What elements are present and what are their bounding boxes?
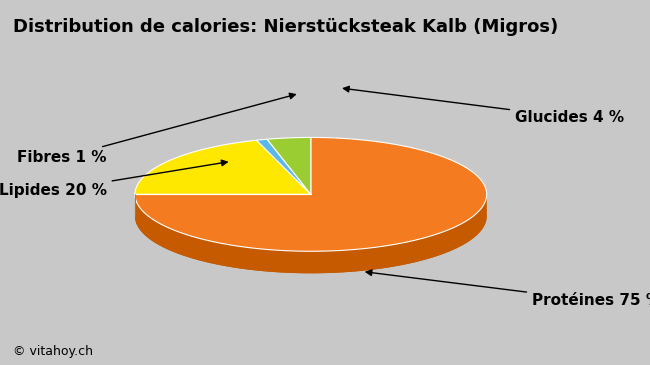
Polygon shape [135, 138, 487, 251]
Polygon shape [267, 138, 311, 194]
Polygon shape [135, 140, 311, 194]
Polygon shape [257, 139, 311, 194]
Text: Fibres 1 %: Fibres 1 % [17, 93, 295, 165]
Polygon shape [135, 192, 487, 273]
Polygon shape [135, 194, 487, 273]
Text: Glucides 4 %: Glucides 4 % [343, 87, 624, 125]
Text: © vitahoy.ch: © vitahoy.ch [13, 345, 93, 358]
Text: Lipides 20 %: Lipides 20 % [0, 160, 227, 198]
Text: Distribution de calories: Nierstücksteak Kalb (Migros): Distribution de calories: Nierstücksteak… [13, 18, 558, 36]
Ellipse shape [135, 160, 487, 273]
Text: Protéines 75 %: Protéines 75 % [366, 270, 650, 308]
